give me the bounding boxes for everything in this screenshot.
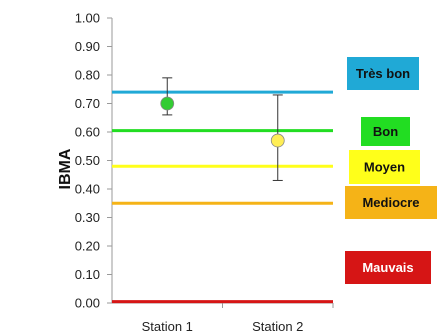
legend-label: Mauvais [362, 260, 413, 275]
y-tick-label: 0.70 [75, 96, 100, 111]
x-category-label: Station 2 [252, 319, 303, 334]
y-tick-label: 0.90 [75, 39, 100, 54]
data-point [270, 133, 285, 148]
legend-label: Bon [373, 124, 398, 139]
y-tick-label: 0.50 [75, 153, 100, 168]
y-tick-label: 0.10 [75, 267, 100, 282]
y-tick-label: 0.60 [75, 125, 100, 140]
y-tick-label: 0.80 [75, 68, 100, 83]
y-tick-label: 0.30 [75, 210, 100, 225]
y-tick-label: 1.00 [75, 11, 100, 26]
legend-box [345, 251, 431, 284]
y-tick-label: 0.00 [75, 296, 100, 311]
legend-box [347, 57, 419, 90]
legend-label: Très bon [356, 66, 410, 81]
legend-label: Moyen [364, 160, 405, 175]
y-tick-label: 0.40 [75, 182, 100, 197]
y-tick-label: 0.20 [75, 239, 100, 254]
x-category-label: Station 1 [142, 319, 193, 334]
y-axis-label: IBMA [57, 148, 74, 189]
legend-label: Mediocre [362, 195, 419, 210]
legend-box [361, 117, 410, 146]
legend-box [345, 186, 437, 219]
data-point [160, 96, 175, 111]
legend-box [349, 150, 420, 184]
